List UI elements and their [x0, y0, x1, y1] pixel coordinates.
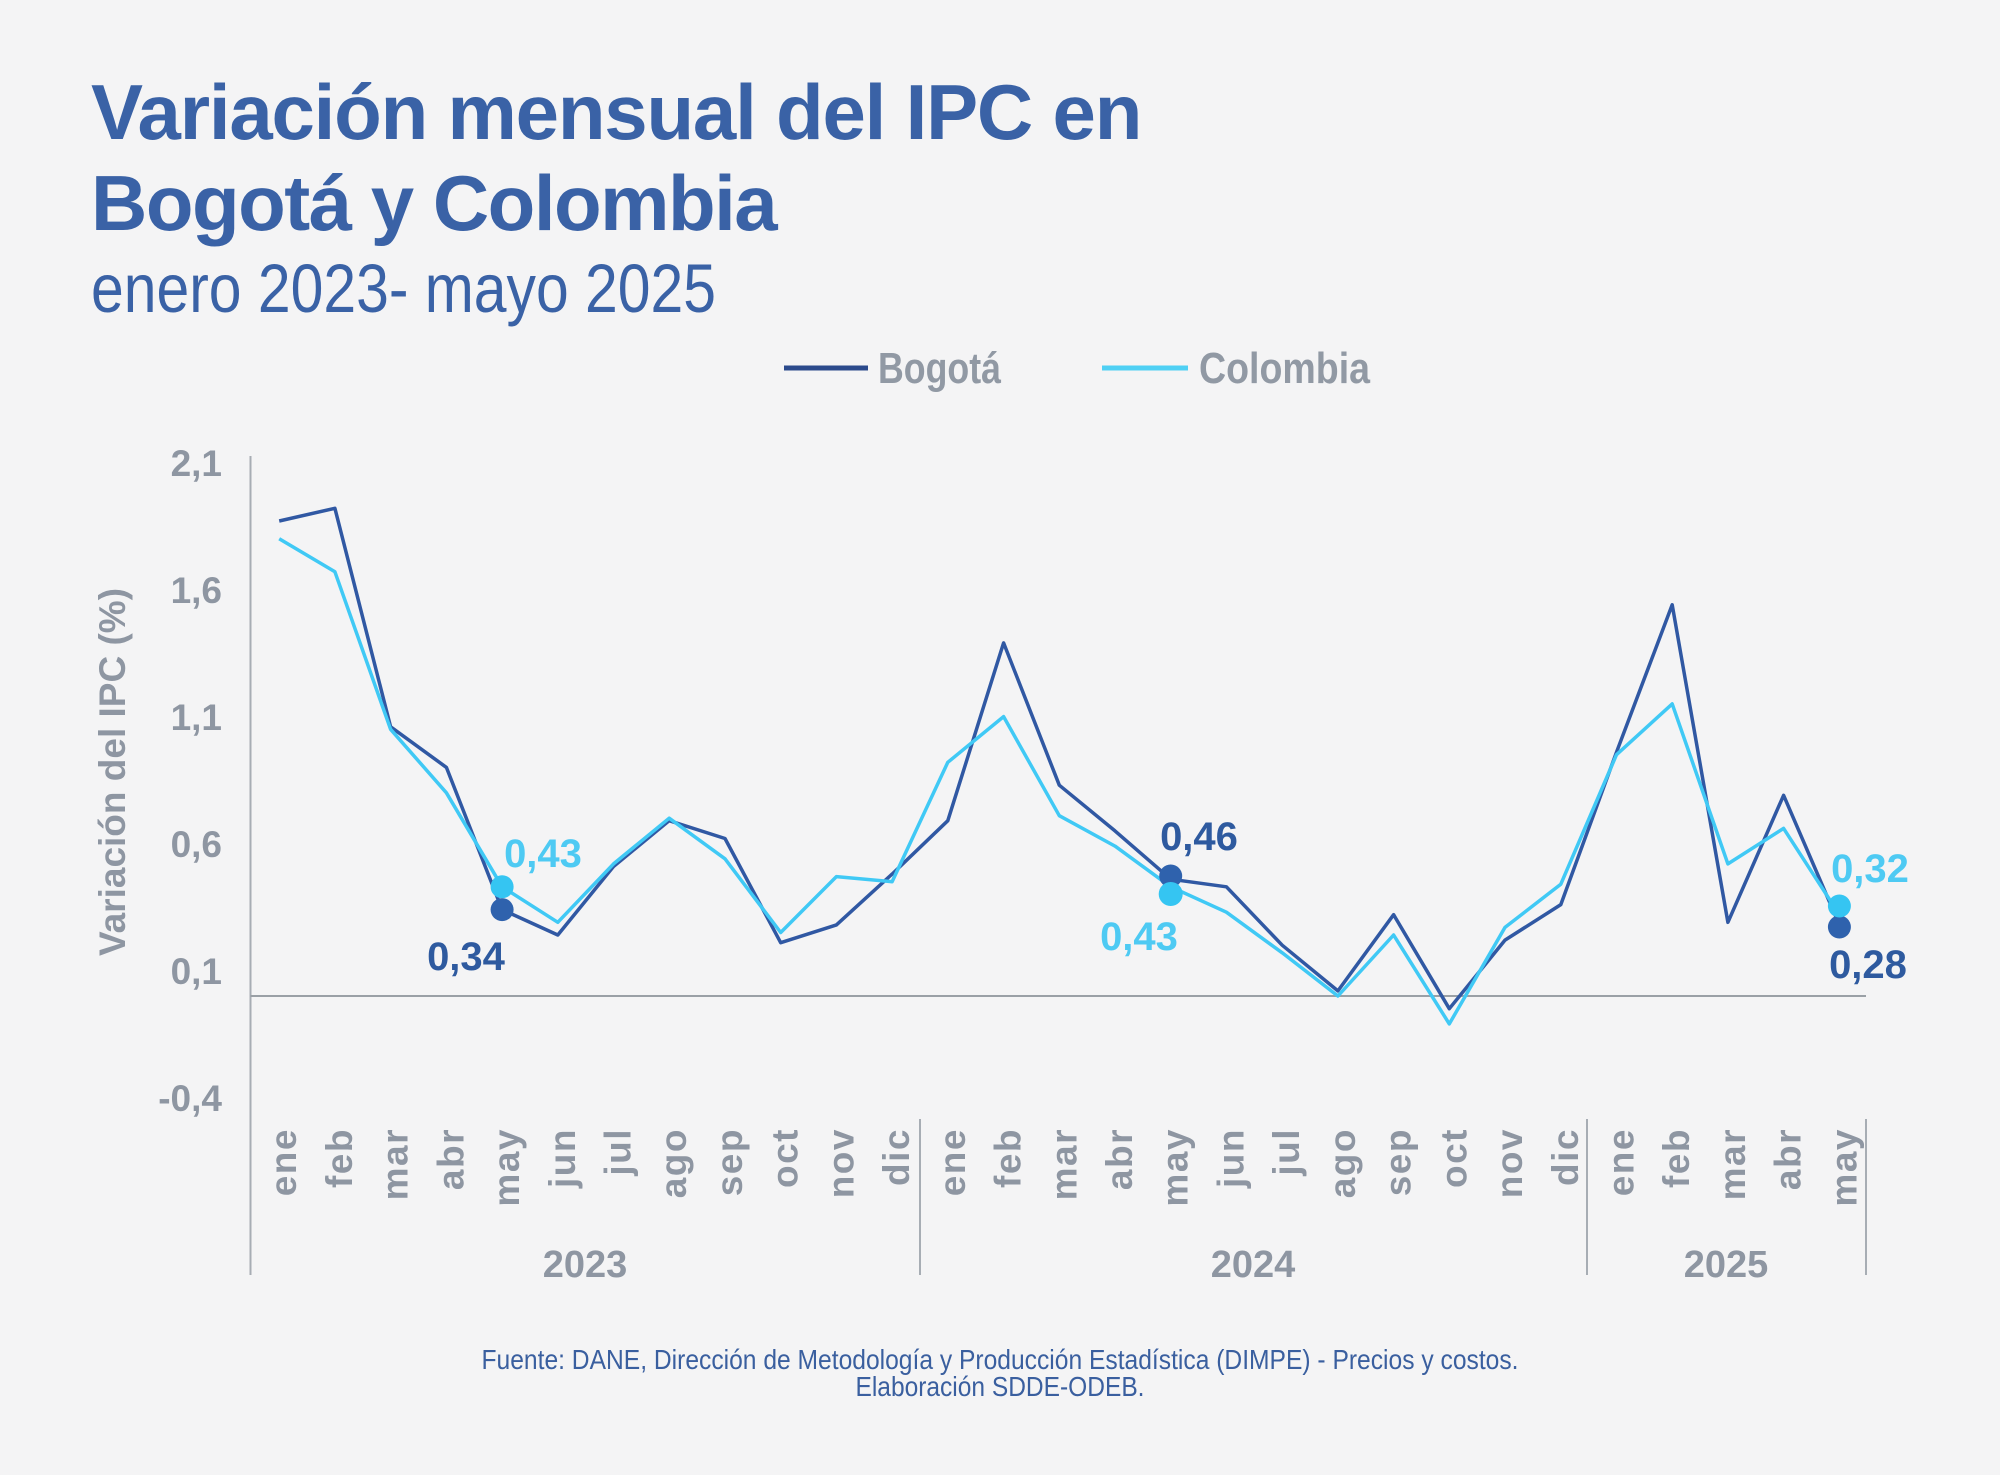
- svg-text:ene: ene: [932, 1128, 973, 1196]
- svg-text:2025: 2025: [1684, 1244, 1769, 1286]
- svg-text:0,32: 0,32: [1831, 847, 1909, 891]
- svg-text:jun: jun: [542, 1128, 583, 1189]
- svg-text:oct: oct: [1433, 1128, 1474, 1188]
- svg-text:Variación del IPC (%): Variación del IPC (%): [92, 588, 133, 956]
- svg-text:nov: nov: [1489, 1128, 1530, 1198]
- svg-text:abr: abr: [1768, 1128, 1809, 1190]
- svg-text:Colombia: Colombia: [1199, 344, 1370, 393]
- svg-text:feb: feb: [319, 1128, 360, 1188]
- svg-text:nov: nov: [820, 1128, 861, 1198]
- svg-text:1,6: 1,6: [171, 570, 222, 611]
- svg-text:dic: dic: [1545, 1128, 1586, 1186]
- svg-text:Bogotá: Bogotá: [878, 344, 1001, 393]
- svg-text:Bogotá y Colombia: Bogotá y Colombia: [91, 159, 778, 247]
- svg-text:Variación mensual del IPC en: Variación mensual del IPC en: [91, 68, 1141, 156]
- svg-text:2024: 2024: [1211, 1244, 1296, 1286]
- svg-text:-0,4: -0,4: [158, 1078, 222, 1119]
- svg-text:may: may: [1823, 1128, 1864, 1207]
- svg-text:Elaboración SDDE-ODEB.: Elaboración SDDE-ODEB.: [856, 1371, 1145, 1402]
- svg-text:Fuente: DANE, Dirección de Met: Fuente: DANE, Dirección de Metodología y…: [482, 1344, 1519, 1375]
- svg-text:jun: jun: [1210, 1128, 1251, 1189]
- svg-text:abr: abr: [430, 1128, 471, 1190]
- svg-text:mar: mar: [375, 1128, 416, 1200]
- svg-text:sep: sep: [709, 1128, 750, 1196]
- svg-text:may: may: [1155, 1128, 1196, 1207]
- svg-text:0,28: 0,28: [1829, 943, 1907, 987]
- svg-text:jul: jul: [1266, 1128, 1307, 1177]
- svg-text:oct: oct: [765, 1128, 806, 1188]
- svg-text:2023: 2023: [543, 1244, 628, 1286]
- svg-text:mar: mar: [1712, 1128, 1753, 1200]
- svg-text:2,1: 2,1: [171, 443, 222, 484]
- svg-text:mar: mar: [1043, 1128, 1084, 1200]
- svg-text:0,6: 0,6: [171, 824, 222, 865]
- svg-text:ene: ene: [1601, 1128, 1642, 1196]
- svg-text:0,34: 0,34: [427, 935, 506, 979]
- svg-text:sep: sep: [1378, 1128, 1419, 1196]
- svg-text:1,1: 1,1: [171, 697, 222, 738]
- svg-text:abr: abr: [1099, 1128, 1140, 1190]
- svg-text:0,1: 0,1: [171, 951, 222, 992]
- svg-text:0,43: 0,43: [504, 832, 582, 876]
- svg-text:jul: jul: [598, 1128, 639, 1177]
- svg-text:may: may: [486, 1128, 527, 1207]
- svg-text:dic: dic: [876, 1128, 917, 1186]
- svg-text:feb: feb: [988, 1128, 1029, 1188]
- svg-text:ene: ene: [263, 1128, 304, 1196]
- svg-text:0,46: 0,46: [1160, 815, 1238, 859]
- svg-text:enero 2023- mayo 2025: enero 2023- mayo 2025: [91, 250, 716, 327]
- svg-text:feb: feb: [1656, 1128, 1697, 1188]
- svg-text:0,43: 0,43: [1100, 915, 1178, 959]
- svg-text:ago: ago: [653, 1128, 694, 1198]
- svg-text:ago: ago: [1322, 1128, 1363, 1198]
